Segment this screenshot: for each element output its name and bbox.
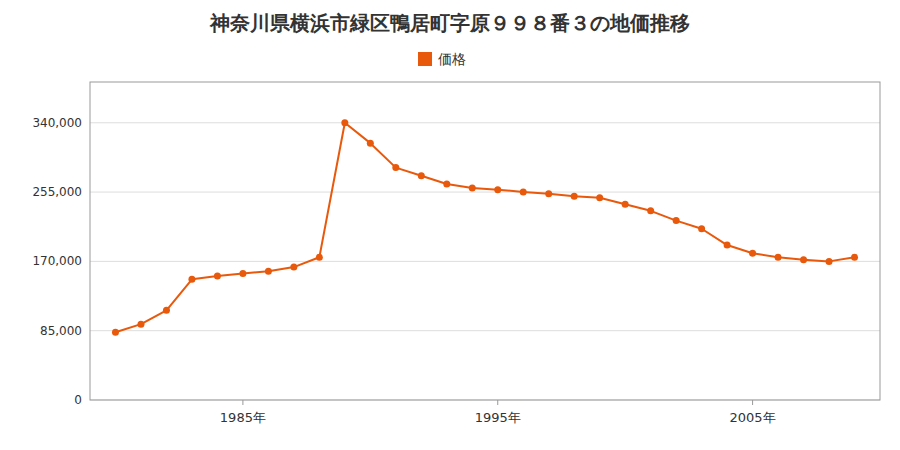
marker xyxy=(571,193,578,200)
plot-frame xyxy=(90,82,880,400)
marker xyxy=(392,164,399,171)
marker xyxy=(469,185,476,192)
marker xyxy=(698,225,705,232)
marker xyxy=(851,254,858,261)
marker xyxy=(214,273,221,280)
marker xyxy=(622,201,629,208)
x-tick-label: 1995年 xyxy=(475,410,521,425)
legend-label: 価格 xyxy=(438,51,466,67)
y-tick-label: 85,000 xyxy=(40,324,82,338)
grid-line xyxy=(90,192,880,193)
chart-title: 神奈川県横浜市緑区鴨居町字原９９８番３の地価推移 xyxy=(209,11,690,35)
marker xyxy=(341,119,348,126)
x-tick-label: 2005年 xyxy=(730,410,776,425)
marker xyxy=(775,254,782,261)
marker xyxy=(494,186,501,193)
y-tick-label: 170,000 xyxy=(32,254,82,268)
x-tick xyxy=(497,400,498,405)
marker xyxy=(749,250,756,257)
marker xyxy=(596,194,603,201)
y-tick-label: 255,000 xyxy=(32,185,82,199)
data-area xyxy=(112,119,858,336)
marker xyxy=(647,207,654,214)
y-tick-label: 340,000 xyxy=(32,116,82,130)
x-tick xyxy=(752,400,753,405)
marker xyxy=(367,140,374,147)
chart-svg: 神奈川県横浜市緑区鴨居町字原９９８番３の地価推移 0 85,000 170,000 25… xyxy=(0,0,900,450)
line xyxy=(115,123,854,333)
marker xyxy=(724,242,731,249)
marker xyxy=(316,254,323,261)
grid xyxy=(90,123,880,400)
marker xyxy=(443,180,450,187)
grid-line xyxy=(90,261,880,262)
x-tick-label: 1985年 xyxy=(220,410,266,425)
marker xyxy=(418,172,425,179)
marker xyxy=(163,307,170,314)
marker xyxy=(112,329,119,336)
marker xyxy=(545,190,552,197)
marker xyxy=(188,276,195,283)
marker xyxy=(520,189,527,196)
marker xyxy=(290,264,297,271)
marker xyxy=(800,256,807,263)
legend-swatch xyxy=(418,52,432,66)
marker xyxy=(239,270,246,277)
marker xyxy=(673,217,680,224)
chart-container: 神奈川県横浜市緑区鴨居町字原９９８番３の地価推移 0 85,000 170,000 25… xyxy=(0,0,900,450)
marker xyxy=(826,258,833,265)
page: {"chart_data": { "type": "line", "title"… xyxy=(0,0,900,450)
grid-line xyxy=(90,122,880,123)
marker xyxy=(265,268,272,275)
y-tick-label: 0 xyxy=(74,393,82,407)
marker xyxy=(137,321,144,328)
grid-line xyxy=(90,330,880,331)
legend: 価格 xyxy=(418,51,466,67)
x-tick xyxy=(242,400,243,405)
